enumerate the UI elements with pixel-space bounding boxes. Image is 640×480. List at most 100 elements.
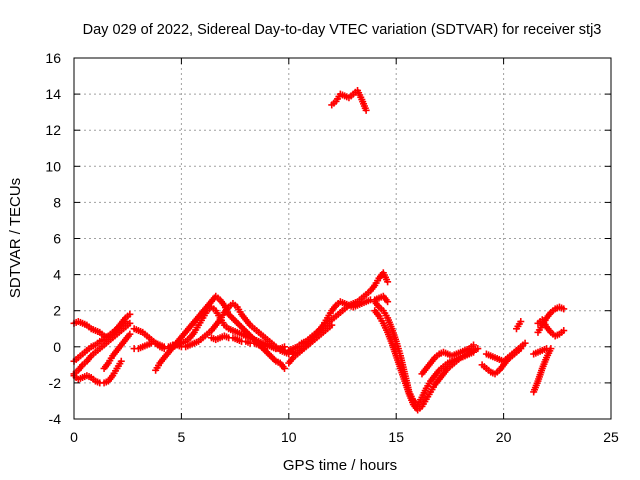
data-point [560, 305, 568, 313]
data-point [431, 352, 441, 362]
x-tick-label: 15 [388, 429, 404, 445]
y-tick-label: 8 [53, 194, 61, 210]
data-point [482, 350, 493, 359]
data-point [341, 299, 351, 308]
data-point [130, 325, 140, 334]
y-tick-labels: -4 -2 0 2 4 6 8 10 12 14 16 [45, 50, 61, 427]
data-point [418, 366, 429, 378]
data-point [358, 96, 369, 112]
data-point [281, 343, 289, 351]
data-point [452, 349, 462, 358]
data-point [379, 292, 390, 304]
data-point [517, 318, 525, 326]
x-tick-label: 25 [603, 429, 619, 445]
data-point [212, 292, 222, 302]
data-point [379, 307, 390, 320]
data-point [384, 298, 392, 306]
data-point [474, 345, 482, 353]
data-point [83, 372, 93, 381]
data-point [427, 373, 437, 385]
grid-lines [74, 58, 611, 419]
y-tick-label: 10 [45, 158, 61, 174]
data-point [543, 345, 551, 353]
data-point [530, 379, 541, 396]
data-point [182, 342, 192, 351]
data-point [298, 345, 308, 354]
data-point [530, 349, 540, 358]
data-point [323, 309, 334, 322]
data-point [427, 383, 437, 396]
chart-title: Day 029 of 2022, Sidereal Day-to-day VTE… [83, 22, 602, 38]
data-point [113, 343, 124, 354]
data-point [512, 345, 523, 354]
y-tick-label: 14 [45, 86, 61, 102]
x-tick-label: 10 [281, 429, 297, 445]
x-tick-labels: 0 5 10 15 20 25 [70, 429, 619, 445]
data-point [104, 354, 115, 367]
data-point [409, 401, 420, 412]
x-tick-label: 20 [496, 429, 512, 445]
y-tick-label: 6 [53, 231, 61, 247]
data-point [551, 331, 561, 340]
data-point [470, 341, 478, 349]
data-point [495, 363, 506, 374]
data-point [362, 106, 370, 114]
y-tick-label: -4 [49, 411, 62, 427]
data-point [126, 330, 134, 338]
data-point [396, 364, 408, 383]
y-tick-label: 4 [53, 267, 61, 283]
axis-ticks [73, 57, 612, 420]
data-point [216, 296, 227, 307]
y-axis-label: SDTVAR / TECUs [7, 178, 24, 298]
data-point [560, 327, 568, 335]
data-point [341, 92, 351, 101]
y-tick-label: -2 [49, 375, 62, 391]
data-point [427, 355, 437, 367]
data-point [379, 319, 391, 334]
data-point [186, 330, 197, 342]
data-point [521, 339, 529, 347]
data-point [422, 390, 433, 403]
data-point [375, 312, 386, 325]
data-point [160, 294, 218, 362]
data-point [152, 339, 162, 348]
data-point [332, 310, 342, 320]
data-point [225, 310, 278, 364]
data-point [259, 332, 269, 342]
data-point [212, 307, 223, 320]
y-tick-label: 2 [53, 303, 61, 319]
data-point [220, 301, 232, 316]
data-point [538, 356, 550, 372]
data-point [405, 390, 417, 406]
data-point [371, 277, 382, 289]
data-point [126, 319, 134, 327]
data-point [384, 328, 395, 345]
data-point [354, 86, 365, 101]
data-point [332, 93, 343, 105]
data-point [122, 318, 130, 326]
data-point [371, 307, 382, 318]
data-point [551, 304, 561, 313]
data-point [113, 360, 124, 372]
data-point [126, 310, 134, 318]
y-tick-label: 16 [45, 50, 61, 66]
data-point [117, 357, 125, 365]
data-point [225, 325, 235, 334]
x-axis-label: GPS time / hours [283, 457, 397, 474]
data-point [79, 373, 89, 381]
data-point [190, 324, 201, 336]
data-point [418, 387, 429, 401]
data-point [212, 318, 223, 329]
data-point [100, 378, 110, 387]
data-points [70, 86, 568, 414]
data-point [281, 364, 289, 372]
x-tick-label: 5 [178, 429, 186, 445]
data-point [384, 278, 392, 286]
y-tick-label: 12 [45, 122, 61, 138]
data-point [328, 321, 336, 329]
data-point [242, 316, 253, 327]
data-point [276, 359, 287, 371]
data-point [233, 328, 243, 337]
y-tick-label: 0 [53, 339, 61, 355]
